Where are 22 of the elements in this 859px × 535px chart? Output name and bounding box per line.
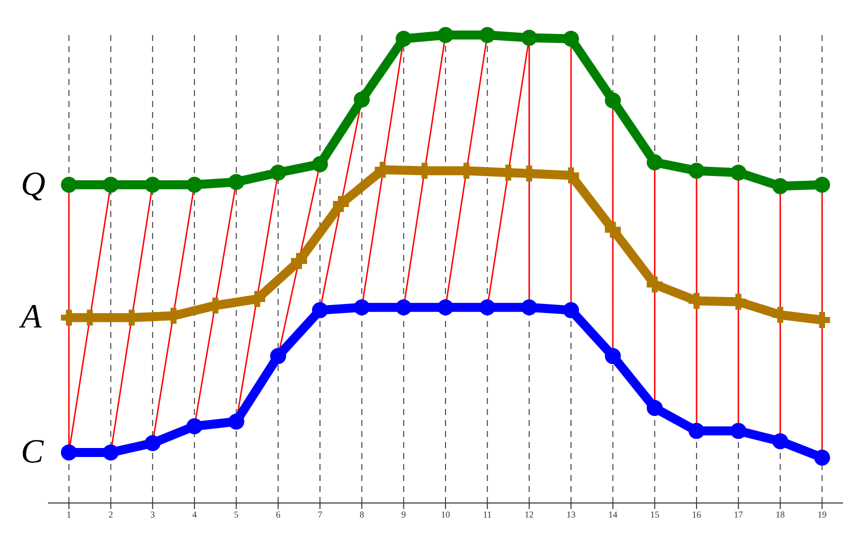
- x-tick-label: 1: [66, 509, 72, 520]
- x-tick-label: 13: [566, 509, 576, 520]
- x-tick-label: 19: [818, 509, 828, 520]
- x-tick-label: 15: [650, 509, 660, 520]
- x-tick-label: 14: [608, 509, 618, 520]
- x-tick-label: 6: [276, 509, 281, 520]
- x-tick-label: 8: [360, 509, 365, 520]
- x-tick-label: 10: [441, 509, 450, 520]
- x-tick-label: 3: [150, 509, 156, 520]
- x-tick-label: 18: [776, 509, 786, 520]
- x-tick-label: 17: [734, 509, 744, 520]
- text: C: [20, 433, 44, 470]
- x-tick-label: 12: [524, 509, 534, 520]
- text: A: [18, 298, 42, 336]
- text: Q: [20, 166, 46, 203]
- x-tick-label: 9: [401, 509, 406, 520]
- x-tick-label: 2: [108, 509, 114, 520]
- x-tick-label: 11: [483, 509, 492, 520]
- x-tick-label: 16: [692, 509, 702, 520]
- x-tick-label: 7: [318, 509, 323, 520]
- x-tick-label: 4: [192, 509, 198, 520]
- x-tick-label: 5: [234, 509, 240, 520]
